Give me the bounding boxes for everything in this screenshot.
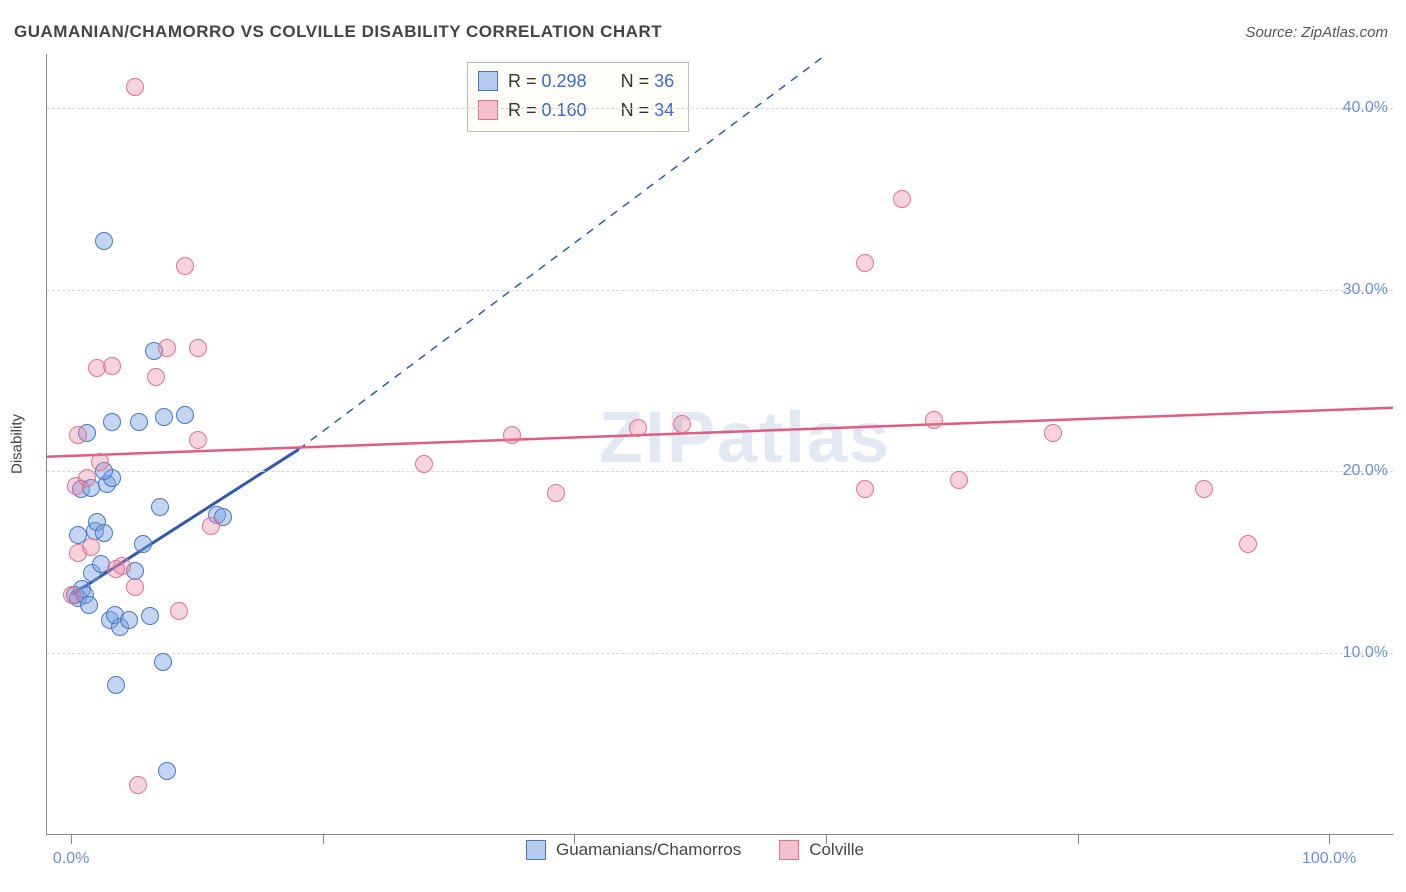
data-point <box>130 413 148 431</box>
trendlines-layer <box>47 54 1393 834</box>
data-point <box>103 413 121 431</box>
data-point <box>107 560 125 578</box>
data-point <box>129 776 147 794</box>
x-tick <box>1078 834 1079 844</box>
stats-row: R = 0.160 N = 34 <box>478 96 674 125</box>
data-point <box>176 257 194 275</box>
stat-n: N = 36 <box>621 67 675 96</box>
data-point <box>893 190 911 208</box>
x-tick-label: 0.0% <box>53 850 89 868</box>
data-point <box>141 607 159 625</box>
data-point <box>80 596 98 614</box>
trendline <box>47 408 1393 457</box>
data-point <box>856 254 874 272</box>
gridline <box>47 108 1393 109</box>
data-point <box>82 538 100 556</box>
legend-swatch-icon <box>526 840 546 860</box>
data-point <box>503 426 521 444</box>
chart-title: GUAMANIAN/CHAMORRO VS COLVILLE DISABILIT… <box>14 22 662 42</box>
data-point <box>856 480 874 498</box>
data-point <box>78 469 96 487</box>
source-attribution: Source: ZipAtlas.com <box>1245 24 1388 41</box>
legend-series-label: Colville <box>809 840 864 860</box>
data-point <box>134 535 152 553</box>
stat-n: N = 34 <box>621 96 675 125</box>
data-point <box>547 484 565 502</box>
data-point <box>176 406 194 424</box>
data-point <box>189 431 207 449</box>
data-point <box>170 602 188 620</box>
data-point <box>950 471 968 489</box>
legend-swatch-icon <box>478 71 498 91</box>
y-axis-label: Disability <box>9 414 26 474</box>
data-point <box>126 578 144 596</box>
gridline <box>47 290 1393 291</box>
plot-area: ZIPatlas Disability R = 0.298N = 36R = 0… <box>46 54 1393 835</box>
data-point <box>158 762 176 780</box>
data-point <box>1195 480 1213 498</box>
data-point <box>155 408 173 426</box>
stat-r: R = 0.160 <box>508 96 587 125</box>
data-point <box>202 517 220 535</box>
data-point <box>120 611 138 629</box>
data-point <box>107 676 125 694</box>
data-point <box>151 498 169 516</box>
data-point <box>95 524 113 542</box>
data-point <box>147 368 165 386</box>
x-tick <box>323 834 324 844</box>
gridline <box>47 653 1393 654</box>
data-point <box>158 339 176 357</box>
stats-row: R = 0.298 N = 36 <box>478 67 674 96</box>
data-point <box>1044 424 1062 442</box>
data-point <box>629 419 647 437</box>
x-tick <box>1329 834 1330 844</box>
data-point <box>415 455 433 473</box>
data-point <box>95 232 113 250</box>
data-point <box>126 78 144 96</box>
data-point <box>69 426 87 444</box>
data-point <box>189 339 207 357</box>
data-point <box>154 653 172 671</box>
data-point <box>63 586 81 604</box>
x-tick-label: 100.0% <box>1302 850 1356 868</box>
plot-container: ZIPatlas Disability R = 0.298N = 36R = 0… <box>46 54 1392 834</box>
watermark: ZIPatlas <box>599 397 891 479</box>
series-legend: Guamanians/Chamorros Colville <box>526 840 892 860</box>
data-point <box>91 453 109 471</box>
legend-swatch-icon <box>779 840 799 860</box>
data-point <box>103 357 121 375</box>
gridline <box>47 471 1393 472</box>
data-point <box>673 415 691 433</box>
legend-swatch-icon <box>478 100 498 120</box>
x-tick <box>71 834 72 844</box>
correlation-stats-box: R = 0.298 N = 36 R = 0.160 N = 34 <box>467 62 689 132</box>
legend-series-label: Guamanians/Chamorros <box>556 840 741 860</box>
stat-r: R = 0.298 <box>508 67 587 96</box>
data-point <box>925 411 943 429</box>
data-point <box>1239 535 1257 553</box>
